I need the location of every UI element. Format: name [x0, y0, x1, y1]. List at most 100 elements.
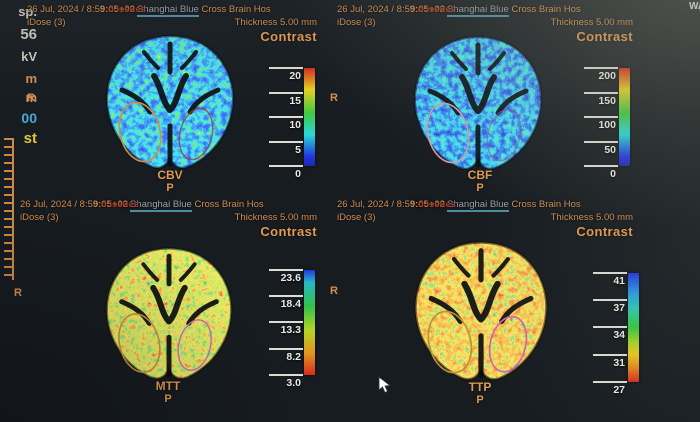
time-overlap-group: 9:05+02 d issues — [409, 199, 456, 211]
cbf-brain-image[interactable] — [400, 31, 556, 177]
hospital-watermark-link[interactable]: Shanghai Blue — [137, 4, 199, 17]
hospital-name: Cross Brain Hos — [191, 199, 264, 210]
acquisition-line: iDose (3) Thickness 5.00 mm — [27, 17, 317, 29]
cbv-brain-image[interactable] — [92, 30, 248, 176]
idose-label: iDose (3) — [337, 17, 376, 28]
colorbar-tick: 100 — [598, 119, 616, 131]
roi-annotation-left — [118, 313, 161, 374]
study-info-line: 26 Jul, 2024 / 8:59:05+02 d issues Shangha… — [20, 199, 317, 212]
map-type-label: MTT P — [118, 380, 218, 406]
edge-fragment-mm2: m — [25, 90, 37, 105]
acquisition-line: iDose (3) Thickness 5.00 mm — [337, 17, 633, 29]
map-type-label: CBF P — [430, 169, 530, 195]
colorbar-gradient — [619, 68, 630, 166]
colorbar-tick: 10 — [289, 119, 301, 131]
edge-fragment-disp: sp. — [18, 4, 37, 19]
roi-annotation-right — [486, 108, 522, 162]
map-type-label: CBV P — [120, 169, 220, 195]
colorbar-tick: 37 — [613, 302, 625, 314]
colorbar-tick: 23.6 — [280, 272, 301, 284]
colorbar-tick: 31 — [613, 357, 625, 369]
study-info-line: 26 Jul, 2024 / 8:59:05+02 d issues Shangha… — [337, 199, 633, 212]
map-name: TTP — [468, 380, 492, 394]
map-type-label: TTP P — [430, 381, 530, 407]
colorbar-tick: 50 — [604, 144, 616, 156]
study-date: 26 Jul, 2024 / 8:5 — [337, 4, 410, 15]
colorbar-tick: 3.0 — [286, 377, 301, 389]
dicom-header: 26 Jul, 2024 / 8:59:05+02 d issues Shangha… — [337, 199, 633, 238]
time-overlap-group: 9:05+02 d issues — [410, 4, 456, 16]
acquisition-line: iDose (3) Thickness 5.00 mm — [337, 212, 633, 224]
idose-label: iDose (3) — [337, 212, 376, 223]
study-time: 9:05+02 — [409, 199, 446, 210]
contrast-label: Contrast — [260, 29, 317, 44]
colorbar-tick: 34 — [613, 329, 625, 341]
acquisition-line: iDose (3) Thickness 5.00 mm — [20, 212, 317, 224]
colorbar-tick: 20 — [289, 70, 301, 82]
colorbar-tick: 41 — [613, 275, 625, 287]
red-overlay-text: d issues — [417, 4, 456, 15]
colorbar-tick: 150 — [598, 95, 616, 107]
edge-fragment-mm1: m — [25, 71, 37, 86]
red-overlay-text: d issues — [100, 199, 139, 210]
thickness-label: Thickness 5.00 mm — [234, 17, 317, 28]
roi-annotation-left — [426, 102, 470, 164]
contrast-label: Contrast — [576, 29, 633, 44]
dicom-header: 26 Jul, 2024 / 8:59:05+02 d issues Shangha… — [20, 199, 317, 238]
roi-annotation-left — [118, 101, 162, 163]
colorbar-gradient — [304, 270, 315, 375]
thickness-label: Thickness 5.00 mm — [234, 212, 317, 223]
orientation-marker-r: R — [330, 92, 338, 104]
ttp-colorbar: 41 37 34 31 27 — [593, 272, 639, 396]
time-overlap-group: 9:05+02 d issues — [92, 199, 139, 211]
map-name: CBV — [157, 168, 183, 182]
projection: P — [476, 182, 484, 194]
mouse-cursor — [378, 376, 392, 394]
thickness-label: Thickness 5.00 mm — [550, 212, 633, 223]
projection: P — [164, 393, 172, 405]
colorbar-tick: 27 — [613, 384, 625, 396]
colorbar-gradient — [304, 68, 315, 166]
projection: P — [166, 182, 174, 194]
edge-ruler — [4, 138, 14, 280]
map-name: MTT — [155, 379, 181, 393]
projection: P — [476, 394, 484, 406]
study-time: 9:05+02 — [92, 199, 129, 210]
orientation-marker-r: R — [27, 92, 35, 104]
colorbar-tick: 13.3 — [280, 324, 301, 336]
edge-fragment-matrix: 56 — [20, 26, 37, 43]
dicom-header: 26 Jul, 2024 / 8:59:05+02 d issues Shangha… — [27, 4, 317, 43]
hospital-watermark-link[interactable]: Shanghai Blue — [447, 4, 509, 17]
colorbar-tick: 8.2 — [286, 351, 301, 363]
colorbar-tick: 18.4 — [280, 298, 301, 310]
study-time: 9:05+02 — [99, 4, 136, 15]
corner-text: WA — [689, 1, 700, 12]
study-date: 26 Jul, 2024 / 8:5 — [27, 4, 100, 15]
cbv-colorbar: 20 15 10 5 0 — [269, 67, 315, 180]
roi-annotation-left — [427, 310, 473, 374]
thickness-label: Thickness 5.00 mm — [550, 17, 633, 28]
ttp-brain-image[interactable] — [400, 236, 562, 388]
contrast-label: Contrast — [260, 224, 317, 239]
time-overlap-group: 9:05+02 d issues — [99, 4, 146, 16]
mtt-brain-image[interactable] — [92, 242, 246, 387]
mtt-colorbar: 23.6 18.4 13.3 8.2 3.0 — [269, 269, 315, 389]
study-date: 26 Jul, 2024 / 8:5 — [337, 199, 410, 210]
colorbar-tick: 0 — [610, 168, 616, 180]
hospital-name: Cross Brain Hos — [508, 4, 581, 15]
study-date: 26 Jul, 2024 / 8:5 — [20, 199, 93, 210]
idose-label: iDose (3) — [20, 212, 59, 223]
colorbar-tick: 0 — [295, 168, 301, 180]
roi-annotation-right — [178, 107, 214, 161]
red-overlay-text: d issues — [417, 199, 456, 210]
hospital-watermark-link[interactable]: Shanghai Blue — [130, 199, 192, 212]
edge-fragment-blue: 00 — [21, 110, 37, 126]
colorbar-tick: 5 — [295, 144, 301, 156]
hospital-watermark-link[interactable]: Shanghai Blue — [447, 199, 509, 212]
red-overlay-text: d issues — [107, 4, 146, 15]
orientation-marker-r: R — [14, 287, 22, 299]
study-info-line: 26 Jul, 2024 / 8:59:05+02 d issues Shangha… — [337, 4, 633, 17]
colorbar-tick: 200 — [598, 70, 616, 82]
map-name: CBF — [467, 168, 493, 182]
